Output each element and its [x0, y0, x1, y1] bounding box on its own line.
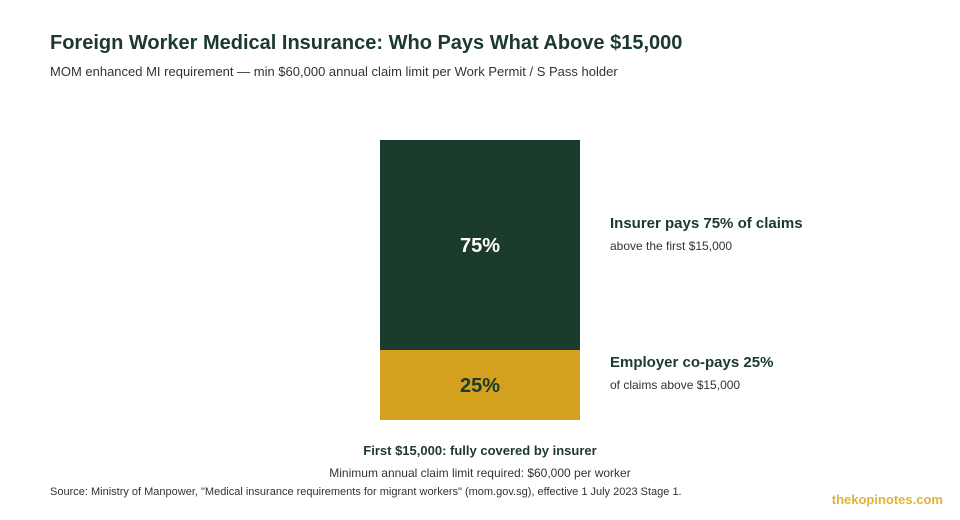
first-tier-note: First $15,000: fully covered by insurer [363, 443, 597, 458]
chart-subtitle: MOM enhanced MI requirement — min $60,00… [50, 64, 618, 79]
brand-watermark: thekopinotes.com [831, 492, 943, 507]
stacked-bar: 75% 25% [380, 140, 580, 420]
bar-segment-employer [380, 350, 580, 420]
legend-insurer-title: Insurer pays 75% of claims [610, 215, 803, 232]
legend-employer-title: Employer co-pays 25% [610, 354, 774, 371]
legend-insurer-subtitle: above the first $15,000 [610, 239, 733, 253]
chart-title: Foreign Worker Medical Insurance: Who Pa… [50, 32, 683, 54]
minimum-limit-note: Minimum annual claim limit required: $60… [329, 466, 631, 480]
legend-employer-subtitle: of claims above $15,000 [610, 378, 741, 392]
bar-label-employer: 25% [460, 375, 500, 397]
bar-segment-insurer [380, 140, 580, 350]
source-note: Source: Ministry of Manpower, "Medical i… [50, 486, 682, 498]
bar-label-insurer: 75% [460, 235, 500, 257]
